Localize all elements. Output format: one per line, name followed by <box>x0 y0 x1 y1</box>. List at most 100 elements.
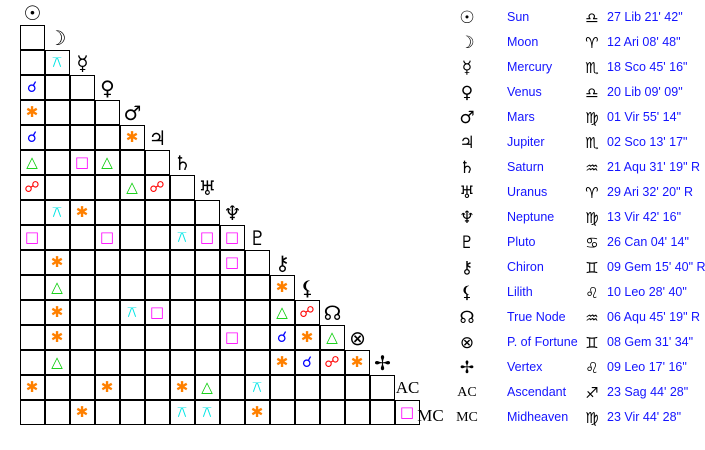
zodiac-sign-icon: ♍ <box>585 408 599 427</box>
aspect-cell-midheaven-moon <box>44 399 70 425</box>
planet-name: Saturn <box>507 160 544 174</box>
planet-position: 09 Gem 15' 40" R <box>607 260 705 274</box>
sextile-icon: ✱ <box>50 252 64 271</box>
aspect-cell-saturn-mercury: □ <box>69 149 95 175</box>
aspect-cell-pluto-mars <box>119 224 145 250</box>
aspect-cell-ascendant-saturn: ✱ <box>169 374 195 400</box>
aspect-cell-p-of-fortune-mercury <box>69 324 95 350</box>
aspect-cell-lilith-uranus <box>194 274 220 300</box>
aspect-cell-p-of-fortune-chiron: ☌ <box>269 324 295 350</box>
planet-position: 26 Can 04' 14" <box>607 235 689 249</box>
planet-row-moon: ☽ Moon ♈ 12 Ari 08' 48" <box>450 30 705 55</box>
aspect-cell-saturn-venus: △ <box>94 149 120 175</box>
aspect-cell-lilith-pluto <box>244 274 270 300</box>
zodiac-sign-icon: ♊ <box>585 258 599 277</box>
aspect-cell-vertex-pluto <box>244 349 270 375</box>
aspect-cell-true-node-mercury <box>69 299 95 325</box>
ascendant-glyph-icon: AC <box>395 378 420 397</box>
aspect-cell-chiron-uranus <box>194 249 220 275</box>
aspect-cell-vertex-moon: △ <box>44 349 70 375</box>
aspect-cell-ascendant-jupiter <box>144 374 170 400</box>
aspect-cell-ascendant-lilith <box>294 374 320 400</box>
planet-row-lilith: ⚸ Lilith ♌ 10 Leo 28' 40" <box>450 280 705 305</box>
saturn-icon: ♄ <box>459 157 475 178</box>
quincunx-icon: ⚻ <box>252 377 262 396</box>
vertex-icon: ✢ <box>459 357 475 378</box>
aspect-cell-p-of-fortune-jupiter <box>144 324 170 350</box>
aspect-cell-true-node-pluto <box>244 299 270 325</box>
aspect-cell-midheaven-pluto: ✱ <box>244 399 270 425</box>
aspect-cell-ascendant-sun: ✱ <box>19 374 45 400</box>
true-node-glyph-icon: ☊ <box>323 300 342 325</box>
square-icon: □ <box>224 252 240 271</box>
conjunction-icon: ☌ <box>26 127 38 146</box>
aspect-cell-true-node-lilith: ☍ <box>294 299 320 325</box>
aspect-cell-chiron-mars <box>119 249 145 275</box>
mars-glyph-icon: ♂ <box>123 100 142 125</box>
aspect-cell-p-of-fortune-true-node: △ <box>319 324 345 350</box>
sun-icon: ☉ <box>459 7 475 28</box>
aspect-cell-midheaven-vertex <box>369 399 395 425</box>
aspect-cell-vertex-uranus <box>194 349 220 375</box>
aspect-cell-vertex-p-of-fortune: ✱ <box>344 349 370 375</box>
venus-glyph-icon: ♀ <box>100 75 115 100</box>
chiron-icon: ⚷ <box>460 257 474 278</box>
mercury-icon: ☿ <box>461 57 473 78</box>
aspect-cell-vertex-neptune <box>219 349 245 375</box>
aspect-cell-vertex-mars <box>119 349 145 375</box>
aspect-cell-mars-sun: ✱ <box>19 99 45 125</box>
planet-row-chiron: ⚷ Chiron ♊ 09 Gem 15' 40" R <box>450 255 705 280</box>
sextile-icon: ✱ <box>50 302 64 321</box>
aspect-cell-saturn-jupiter <box>144 149 170 175</box>
zodiac-sign-icon: ♌ <box>585 358 599 377</box>
zodiac-sign-icon: ♐ <box>585 383 599 402</box>
aspect-cell-midheaven-venus <box>94 399 120 425</box>
aspect-cell-lilith-chiron: ✱ <box>269 274 295 300</box>
planet-position: 01 Vir 55' 14" <box>607 110 682 124</box>
sextile-icon: ✱ <box>250 402 264 421</box>
planet-name: Ascendant <box>507 385 567 399</box>
aspect-cell-venus-mercury <box>69 74 95 100</box>
opposition-icon: ☍ <box>149 177 165 196</box>
aspect-cell-jupiter-moon <box>44 124 70 150</box>
square-icon: □ <box>224 327 240 346</box>
planet-position: 12 Ari 08' 48" <box>607 35 681 49</box>
chiron-glyph-icon: ⚷ <box>275 250 290 275</box>
opposition-icon: ☍ <box>299 302 315 321</box>
aspect-cell-vertex-venus <box>94 349 120 375</box>
aspect-cell-vertex-sun <box>19 349 45 375</box>
zodiac-sign-icon: ♈ <box>585 183 599 202</box>
neptune-icon: ♆ <box>459 207 475 228</box>
aspect-cell-midheaven-sun <box>19 399 45 425</box>
aspect-cell-p-of-fortune-saturn <box>169 324 195 350</box>
planet-positions-table: ☉ Sun ♎ 27 Lib 21' 42" ☽ Moon ♈ 12 Ari 08' 48" ☿… <box>450 0 705 450</box>
conjunction-icon: ☌ <box>276 327 288 346</box>
trine-icon: △ <box>51 277 63 296</box>
aspect-cell-midheaven-saturn: ⚻ <box>169 399 195 425</box>
planet-name: Sun <box>507 10 530 24</box>
aspect-cell-lilith-moon: △ <box>44 274 70 300</box>
sun-glyph-icon: ☉ <box>23 0 42 25</box>
sextile-icon: ✱ <box>275 277 289 296</box>
aspect-cell-chiron-mercury <box>69 249 95 275</box>
planet-position: 20 Lib 09' 09" <box>607 85 683 99</box>
quincunx-icon: ⚻ <box>177 402 187 421</box>
mars-icon: ♂ <box>459 107 475 128</box>
aspect-cell-midheaven-p-of-fortune <box>344 399 370 425</box>
square-icon: □ <box>399 402 415 421</box>
planet-position: 06 Aqu 45' 19" R <box>607 310 701 324</box>
aspect-cell-ascendant-p-of-fortune <box>344 374 370 400</box>
aspect-cell-midheaven-lilith <box>294 399 320 425</box>
aspect-cell-p-of-fortune-venus <box>94 324 120 350</box>
square-icon: □ <box>199 227 215 246</box>
aspect-cell-p-of-fortune-mars <box>119 324 145 350</box>
trine-icon: △ <box>326 327 338 346</box>
planet-name: Mars <box>507 110 535 124</box>
aspect-cell-ascendant-moon <box>44 374 70 400</box>
aspect-cell-vertex-lilith: ☌ <box>294 349 320 375</box>
pluto-icon: ♇ <box>459 232 475 253</box>
square-icon: □ <box>149 302 165 321</box>
zodiac-sign-icon: ♎ <box>585 8 599 27</box>
aspect-cell-p-of-fortune-sun <box>19 324 45 350</box>
aspect-cell-ascendant-chiron <box>269 374 295 400</box>
